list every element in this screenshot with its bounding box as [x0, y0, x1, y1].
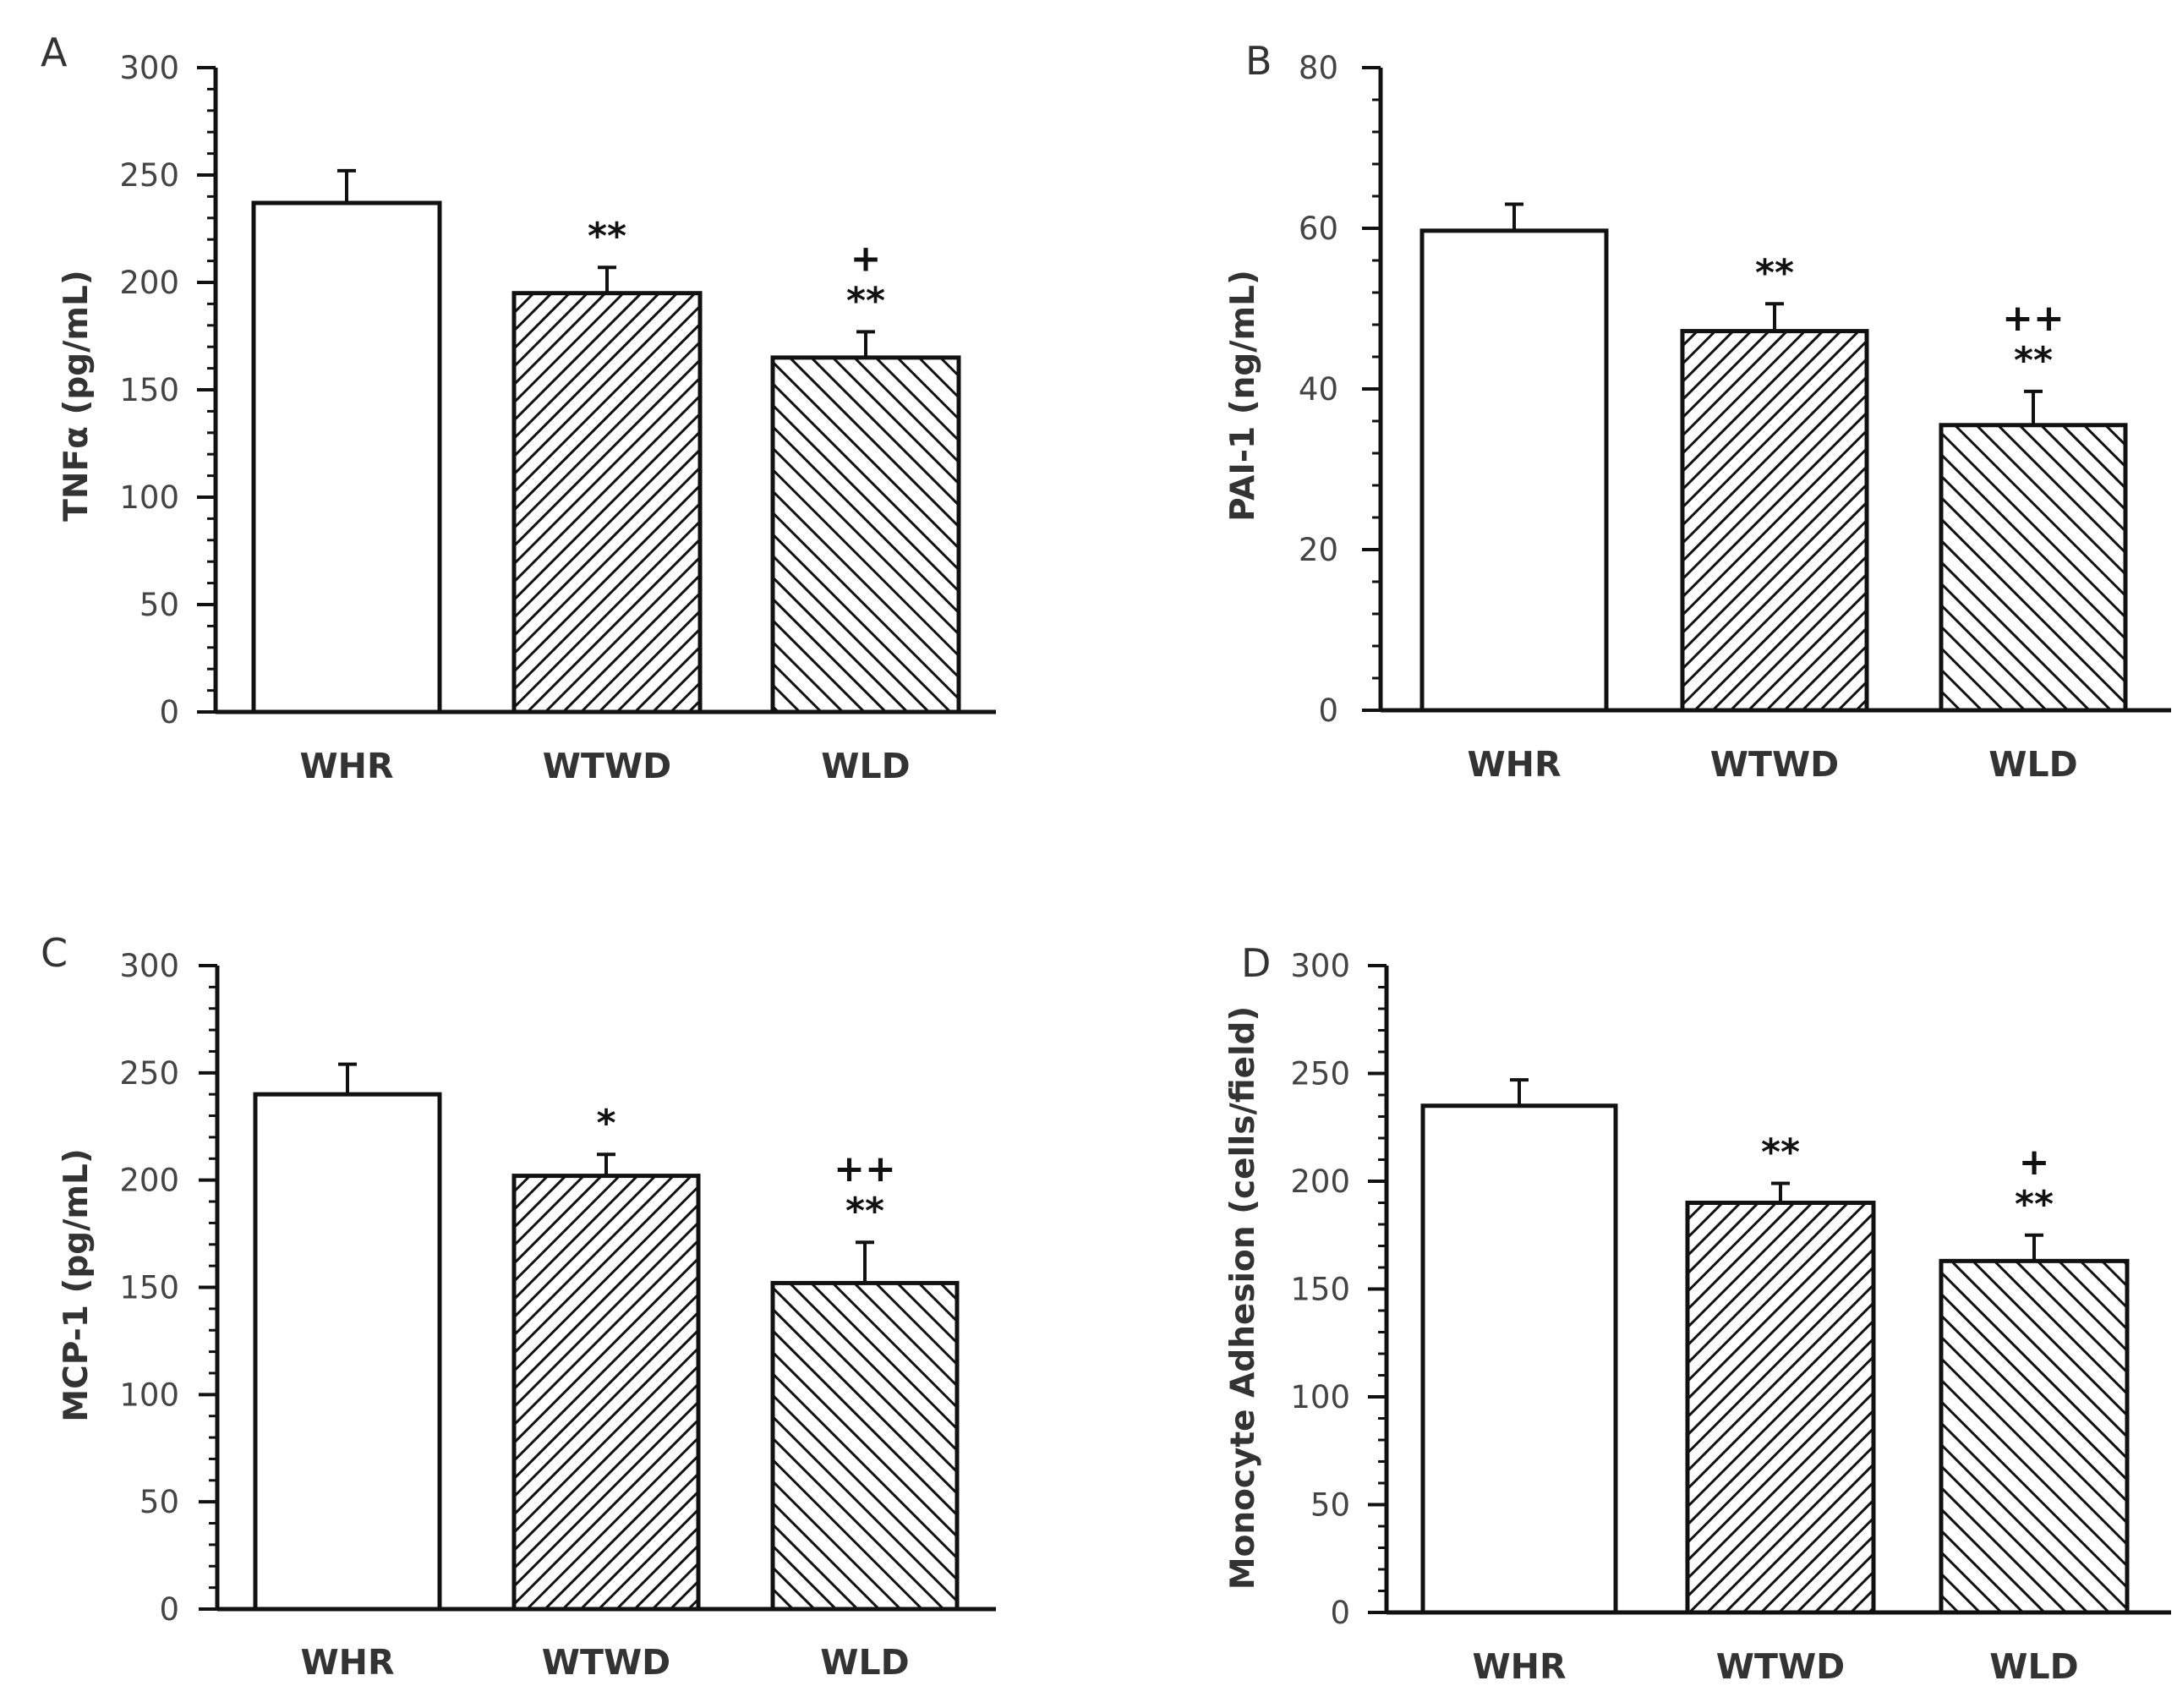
- significance-label: **: [1755, 251, 1794, 294]
- bar: [770, 355, 961, 714]
- bar: [1420, 1103, 1618, 1615]
- x-category-label: WTWD: [542, 1642, 670, 1683]
- y-tick-label: 60: [1299, 211, 1338, 247]
- bar: [251, 200, 442, 714]
- y-tick-label: 20: [1299, 532, 1338, 568]
- y-tick-label: 200: [119, 1163, 179, 1199]
- y-tick-label: 150: [1290, 1272, 1350, 1308]
- y-tick-label: 80: [1299, 50, 1338, 86]
- y-tick-label: 40: [1299, 371, 1338, 408]
- significance-label: +: [2019, 1141, 2050, 1184]
- x-category-label: WLD: [820, 1642, 909, 1683]
- panel-b-y-axis-label: PAI-1 (ng/mL): [1224, 270, 1262, 522]
- panel-letter-c: C: [41, 930, 68, 976]
- x-category-label: WHR: [1472, 1646, 1566, 1687]
- y-tick-label: 250: [119, 157, 179, 194]
- significance-label: **: [588, 215, 626, 258]
- y-tick-label: 0: [159, 1591, 179, 1628]
- significance-label: ++: [834, 1147, 896, 1191]
- bar: [1419, 228, 1609, 713]
- panel-a-y-axis-label: TNFα (pg/mL): [57, 270, 96, 521]
- y-tick-label: 300: [119, 948, 179, 984]
- y-tick-label: 0: [1318, 693, 1338, 729]
- panel-c-y-axis-label: MCP-1 (pg/mL): [57, 1148, 96, 1421]
- panel-a: A TNFα (pg/mL) 0 50 100 150 200 250 300 WHR ** WT…: [41, 30, 996, 786]
- significance-label: ++: [2002, 297, 2065, 340]
- y-tick-label: 200: [1290, 1163, 1350, 1200]
- bar: [770, 1280, 960, 1612]
- panel-d: D Monocyte Adhesion (cells/field) 0 50 100…: [1224, 940, 2171, 1687]
- y-tick-label: 100: [119, 1377, 179, 1413]
- bar: [1939, 1258, 2130, 1615]
- bar: [1939, 423, 2128, 713]
- x-category-label: WLD: [821, 746, 910, 786]
- x-category-label: WLD: [1988, 744, 2077, 785]
- y-tick-label: 250: [1290, 1056, 1350, 1092]
- significance-label: +: [851, 237, 882, 280]
- y-tick-label: 300: [119, 50, 179, 86]
- y-tick-label: 300: [1290, 948, 1350, 984]
- y-tick-label: 150: [119, 372, 179, 408]
- x-category-label: WLD: [1989, 1646, 2078, 1687]
- significance-label: **: [2014, 339, 2053, 382]
- panel-c-plot: 0 50 100 150 200 250 300 WHR * WTWD **++ WLD: [119, 948, 996, 1683]
- significance-label: **: [2015, 1183, 2054, 1226]
- x-category-label: WHR: [1467, 744, 1561, 785]
- y-tick-label: 50: [139, 1484, 179, 1520]
- significance-label: **: [845, 1190, 884, 1233]
- significance-label: **: [846, 279, 885, 322]
- bar: [1685, 1201, 1876, 1615]
- bar: [1680, 329, 1869, 713]
- y-tick-label: 200: [119, 265, 179, 301]
- y-tick-label: 250: [119, 1055, 179, 1092]
- panel-b: B PAI-1 (ng/mL) 020406080WHR**WTWD**++WL…: [1224, 38, 2171, 785]
- y-tick-label: 100: [1290, 1379, 1350, 1415]
- significance-label: *: [596, 1102, 615, 1145]
- x-category-label: WHR: [299, 746, 393, 786]
- panel-letter-d: D: [1241, 940, 1271, 986]
- x-category-label: WTWD: [1710, 744, 1839, 785]
- y-tick-label: 0: [1330, 1595, 1350, 1631]
- y-tick-label: 50: [139, 587, 179, 623]
- x-category-label: WTWD: [1716, 1646, 1845, 1687]
- bar: [511, 1174, 701, 1612]
- y-tick-label: 100: [119, 479, 179, 516]
- x-category-label: WHR: [300, 1642, 394, 1683]
- y-tick-label: 150: [119, 1270, 179, 1306]
- y-tick-label: 0: [159, 694, 179, 731]
- significance-label: **: [1761, 1131, 1800, 1174]
- panel-c: C MCP-1 (pg/mL) 0 50 100 150 200 250 300 WHR * WT…: [41, 930, 996, 1683]
- panel-letter-b: B: [1245, 38, 1272, 84]
- bar: [253, 1092, 442, 1612]
- bar: [511, 291, 703, 714]
- panel-d-y-axis-label: Monocyte Adhesion (cells/field): [1224, 1006, 1262, 1590]
- y-tick-label: 50: [1310, 1487, 1350, 1524]
- panel-letter-a: A: [41, 30, 68, 75]
- x-category-label: WTWD: [543, 746, 671, 786]
